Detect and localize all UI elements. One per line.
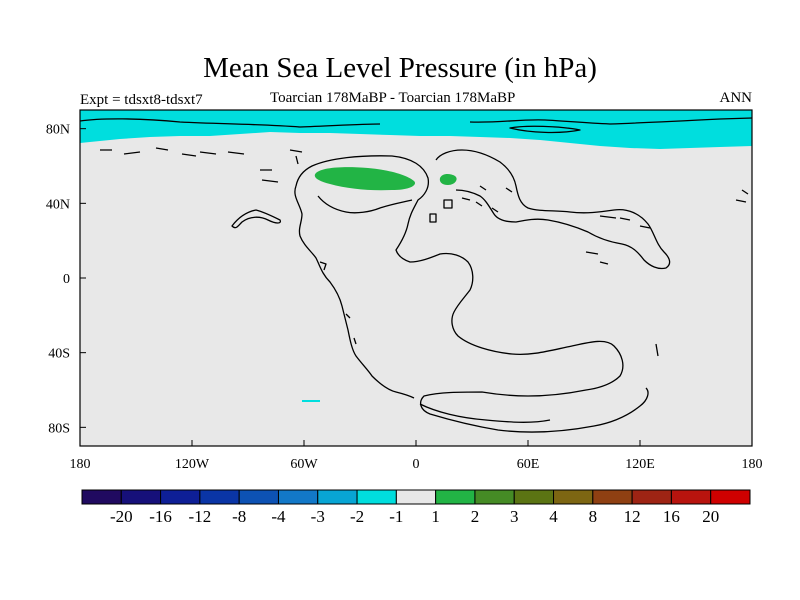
gulf-islands — [319, 261, 357, 345]
pacific-margin-fragment — [199, 151, 279, 183]
y-tick-label: 80S — [48, 421, 70, 436]
experiment-label: Expt = tdsxt8-tdsxt7 — [80, 92, 203, 108]
colorbar-swatch — [592, 489, 633, 505]
colorbar-swatch — [277, 489, 319, 505]
colorbar-swatch — [670, 489, 712, 505]
longitude-axis: 180 120W 60W 0 60E 120E 180 — [70, 440, 763, 472]
colorbar-label: 4 — [549, 507, 558, 526]
colorbar-label: -1 — [389, 507, 403, 526]
x-tick-label: 60W — [290, 457, 318, 472]
colorbar-swatch — [120, 489, 162, 505]
map-background — [80, 110, 752, 446]
colorbar-label: -12 — [189, 507, 212, 526]
northern-archipelago — [100, 147, 513, 193]
colorbar-swatch — [710, 489, 751, 505]
colorbar-label: -2 — [350, 507, 364, 526]
colorbar-swatch — [317, 489, 358, 505]
tethys-coast — [435, 149, 671, 270]
southern-pacific-negative-streak — [302, 400, 320, 402]
y-tick-label: 0 — [63, 272, 70, 287]
arctic-negative-band — [80, 110, 752, 149]
arctic-coast-west — [80, 118, 381, 128]
latitude-axis: 80N 40N 0 40S 80S — [46, 123, 86, 436]
x-tick-label: 180 — [70, 457, 91, 472]
colorbar-swatch — [81, 489, 122, 505]
y-tick-label: 40N — [46, 197, 70, 212]
colorbar-swatch — [395, 489, 437, 505]
colorbar-label: 20 — [702, 507, 719, 526]
eastern-islands — [585, 189, 749, 265]
x-tick-label: 180 — [742, 457, 763, 472]
map-title: Mean Sea Level Pressure (in hPa) — [203, 52, 597, 84]
colorbar-label: -4 — [271, 507, 286, 526]
southern-island — [655, 343, 659, 357]
y-tick-label: 80N — [46, 123, 70, 138]
tethys-island-chain — [429, 197, 499, 223]
antarctic-coast-fragment — [419, 403, 551, 423]
colorbar-swatch — [238, 489, 279, 505]
x-tick-label: 120E — [625, 457, 655, 472]
western-americas-coast — [294, 185, 415, 399]
colorbar-label: 16 — [663, 507, 680, 526]
colorbar-label: -16 — [149, 507, 172, 526]
colorbar-swatch — [356, 489, 397, 505]
colorbar-label: 3 — [510, 507, 519, 526]
colorbar-swatch — [474, 489, 515, 505]
colorbar-label: 12 — [624, 507, 641, 526]
colorbar-label: -20 — [110, 507, 133, 526]
arctic-island-contour — [509, 125, 581, 134]
anomaly-fill-layer — [80, 110, 752, 433]
colorbar-label: -3 — [311, 507, 325, 526]
tethys-positive-blob — [439, 173, 457, 185]
colorbar — [81, 489, 751, 505]
colorbar-swatch — [199, 489, 240, 505]
pangea-north-positive-blob — [314, 167, 416, 191]
colorbar-labels: -20 -16 -12 -8 -4 -3 -2 -1 1 2 3 4 8 12 16 20 — [110, 507, 719, 526]
arctic-coast-east — [469, 117, 752, 125]
colorbar-swatch — [435, 489, 476, 505]
coastlines — [80, 117, 752, 433]
x-tick-label: 120W — [175, 457, 210, 472]
northern-gulf-coast — [317, 195, 413, 214]
colorbar-swatch — [553, 489, 594, 505]
x-tick-label: 60E — [517, 457, 540, 472]
season-label: ANN — [719, 90, 753, 106]
y-tick-label: 40S — [48, 347, 70, 362]
colorbar-label: 1 — [431, 507, 440, 526]
pangea-coast — [295, 155, 649, 433]
colorbar-swatch — [160, 489, 201, 505]
colorbar-label: -8 — [232, 507, 246, 526]
western-island-arc — [231, 209, 282, 229]
x-tick-label: 0 — [413, 457, 420, 472]
colorbar-swatch — [631, 489, 672, 505]
colorbar-label: 2 — [471, 507, 480, 526]
period-label: Toarcian 178MaBP - Toarcian 178MaBP — [270, 90, 516, 106]
colorbar-label: 8 — [589, 507, 598, 526]
colorbar-swatch — [513, 489, 555, 505]
